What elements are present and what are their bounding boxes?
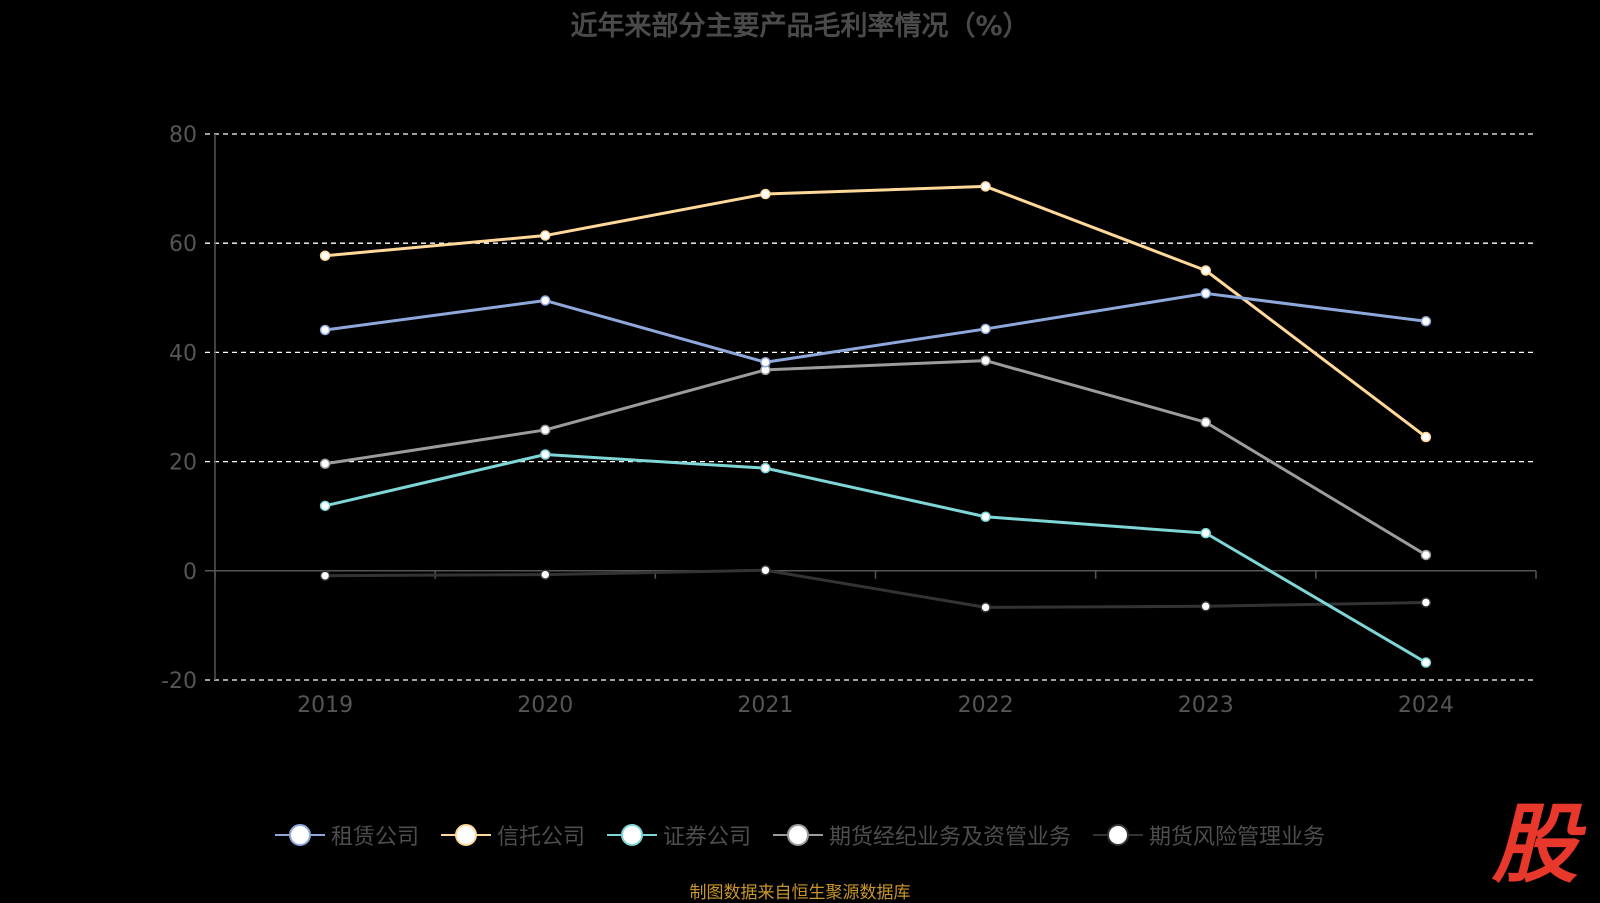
data-point <box>760 565 771 576</box>
x-tick-label: 2024 <box>1398 693 1454 718</box>
legend-marker-icon <box>606 824 657 846</box>
data-point <box>1420 431 1432 443</box>
data-point <box>540 449 551 460</box>
x-tick-label: 2019 <box>297 693 353 718</box>
data-point <box>1200 417 1211 428</box>
y-tick-label: 80 <box>169 123 197 148</box>
data-point <box>980 181 991 192</box>
legend-item[interactable]: 期货风险管理业务 <box>1093 819 1325 851</box>
legend-item[interactable]: 租赁公司 <box>274 819 419 851</box>
data-point <box>760 462 771 474</box>
data-source-note: 制图数据来自恒生聚源数据库 <box>689 883 911 903</box>
data-point <box>319 324 331 336</box>
data-point <box>540 295 551 306</box>
y-tick-label: 40 <box>169 341 197 366</box>
y-tick-label: -20 <box>161 669 197 694</box>
legend-label: 证券公司 <box>662 825 751 850</box>
data-point <box>980 511 991 522</box>
legend-item[interactable]: 期货经纪业务及资管业务 <box>773 819 1071 851</box>
data-point <box>540 424 551 436</box>
legend-label: 租赁公司 <box>330 825 419 850</box>
data-point <box>1420 549 1432 561</box>
stock-logo: 股 <box>1492 795 1578 895</box>
data-point <box>1200 601 1211 612</box>
data-point <box>319 458 331 470</box>
legend-marker-icon <box>1093 824 1144 846</box>
data-point <box>1200 527 1211 539</box>
data-point <box>760 188 771 200</box>
data-point <box>1420 597 1432 608</box>
data-point <box>319 570 331 581</box>
data-point <box>1200 265 1211 276</box>
data-point <box>319 250 331 262</box>
x-tick-label: 2020 <box>517 693 573 718</box>
line-chart: -20 0 20 40 60 80 2019 2020 2021 2022 2023 2024 <box>161 123 1537 718</box>
series-line <box>324 359 1427 557</box>
data-point <box>980 323 991 335</box>
chart-legend: 租赁公司 信托公司 证券公司 期货经纪业务及资管业务 期货风险管理业务 <box>0 818 1600 852</box>
data-point <box>980 602 991 613</box>
series-line <box>324 453 1427 664</box>
legend-marker-icon <box>274 824 325 846</box>
series-line <box>324 184 1427 439</box>
data-point <box>319 500 331 512</box>
chart-title: 近年来部分主要产品毛利率情况（%） <box>570 11 1030 42</box>
y-tick-label: 0 <box>183 560 197 585</box>
y-tick-label: 60 <box>169 232 197 257</box>
legend-label: 信托公司 <box>496 825 585 850</box>
data-point <box>760 356 771 368</box>
data-point <box>540 569 551 580</box>
y-tick-label: 20 <box>169 451 197 476</box>
series-line <box>325 568 1426 609</box>
legend-marker-icon <box>773 824 823 846</box>
data-point <box>540 230 551 241</box>
legend-label: 期货经纪业务及资管业务 <box>829 825 1072 850</box>
x-tick-label: 2023 <box>1178 693 1234 718</box>
data-point <box>1420 657 1432 668</box>
data-point <box>1200 288 1211 299</box>
x-tick-label: 2022 <box>958 693 1014 718</box>
data-point <box>980 355 991 366</box>
series-line <box>324 291 1427 364</box>
legend-label: 期货风险管理业务 <box>1149 825 1326 850</box>
data-point <box>1420 316 1432 327</box>
legend-item[interactable]: 证券公司 <box>606 819 751 851</box>
x-tick-label: 2021 <box>737 693 793 718</box>
legend-marker-icon <box>440 824 491 846</box>
legend-item[interactable]: 信托公司 <box>440 819 585 851</box>
